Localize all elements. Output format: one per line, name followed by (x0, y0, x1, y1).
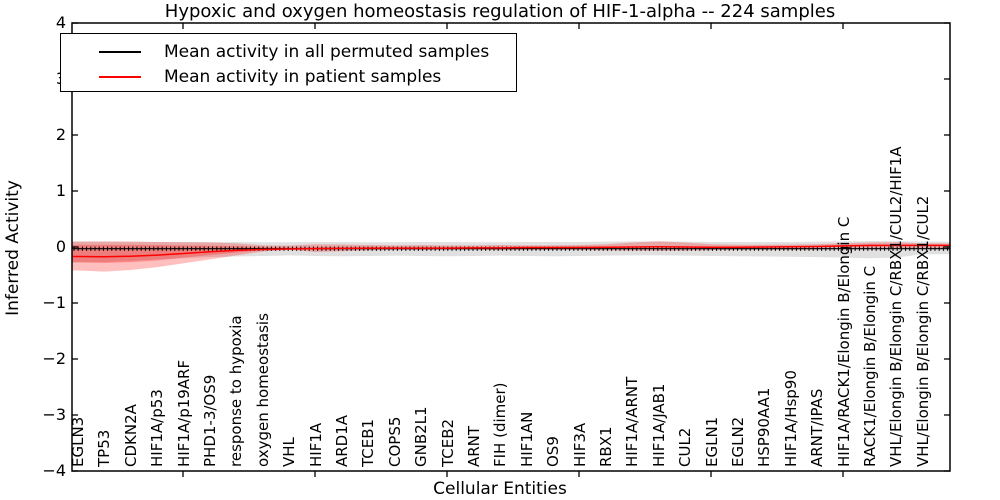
y-axis-label: Inferred Activity (3, 180, 23, 316)
x-category-label: HIF1A/RACK1/Elongin B/Elongin C (834, 216, 853, 467)
band-permuted-samples-range (72, 241, 950, 263)
band-patient-samples-range-inner (72, 244, 950, 263)
y-tick-label: −4 (42, 461, 66, 480)
x-category-label: ARD1A (333, 414, 351, 467)
x-category-label: TP53 (95, 429, 114, 467)
x-category-label: TCEB2 (438, 418, 457, 467)
x-category-label: VHL (280, 437, 299, 467)
x-category-label: HIF3A (570, 422, 589, 467)
x-category-label: GNB2L1 (412, 406, 431, 467)
legend-item-patient: Mean activity in patient samples (61, 65, 516, 90)
y-tick-label: 1 (55, 181, 66, 200)
y-tick-label: 0 (55, 237, 66, 256)
x-category-label: ARNT/IPAS (808, 388, 827, 467)
legend-box: Mean activity in all permuted samples Me… (60, 33, 517, 92)
y-tick-label: 2 (55, 125, 66, 144)
x-category-label: CDKN2A (121, 404, 140, 467)
permuted-line-swatch (99, 51, 141, 53)
x-category-label: FIH (dimer) (491, 382, 510, 468)
x-category-label: RACK1/Elongin B/Elongin C (861, 265, 879, 467)
chart-title: Hypoxic and oxygen homeostasis regulatio… (164, 1, 836, 22)
x-category-label: HIF1A/ARNT (623, 376, 642, 467)
x-category-label: COPS5 (385, 416, 404, 467)
x-category-label: EGLN1 (702, 416, 721, 467)
x-category-label: VHL/Elongin B/Elongin C/RBX1/CUL2 (913, 195, 932, 467)
series-line (72, 244, 950, 258)
x-category-label: response to hypoxia (227, 315, 246, 467)
x-category-label: HSP90AA1 (755, 387, 774, 467)
x-category-label: RBX1 (597, 426, 615, 467)
x-category-label: EGLN3 (69, 416, 87, 467)
x-category-label: oxygen homeostasis (253, 313, 272, 467)
patient-line-swatch (99, 76, 141, 78)
legend-label-permuted: Mean activity in all permuted samples (164, 42, 490, 62)
x-category-label: HIF1AN (517, 411, 536, 467)
x-category-label: HIF1A/Hsp90 (781, 370, 800, 467)
x-axis-label: Cellular Entities (433, 479, 567, 499)
x-category-label: HIF1A (306, 422, 325, 467)
y-tick-label: −1 (42, 293, 66, 312)
x-category-label: HIF1A/JAB1 (649, 383, 668, 467)
x-category-label: PHD1-3/OS9 (201, 374, 219, 467)
x-category-label: ARNT (465, 425, 483, 467)
x-category-label: OS9 (544, 436, 563, 467)
x-category-label: HIF1A/p53 (148, 389, 167, 467)
legend-label-patient: Mean activity in patient samples (164, 67, 442, 87)
x-category-label: EGLN2 (729, 416, 747, 467)
y-tick-label: −3 (42, 405, 66, 424)
legend-item-permuted: Mean activity in all permuted samples (61, 40, 516, 65)
x-category-label: CUL2 (676, 427, 695, 467)
y-tick-label: 4 (55, 13, 66, 32)
x-category-label: VHL/Elongin B/Elongin C/RBX1/CUL2/HIF1A (887, 146, 906, 467)
y-tick-label: −2 (42, 349, 66, 368)
x-category-label: HIF1A/p19ARF (174, 359, 193, 467)
x-category-label: TCEB1 (359, 418, 378, 467)
